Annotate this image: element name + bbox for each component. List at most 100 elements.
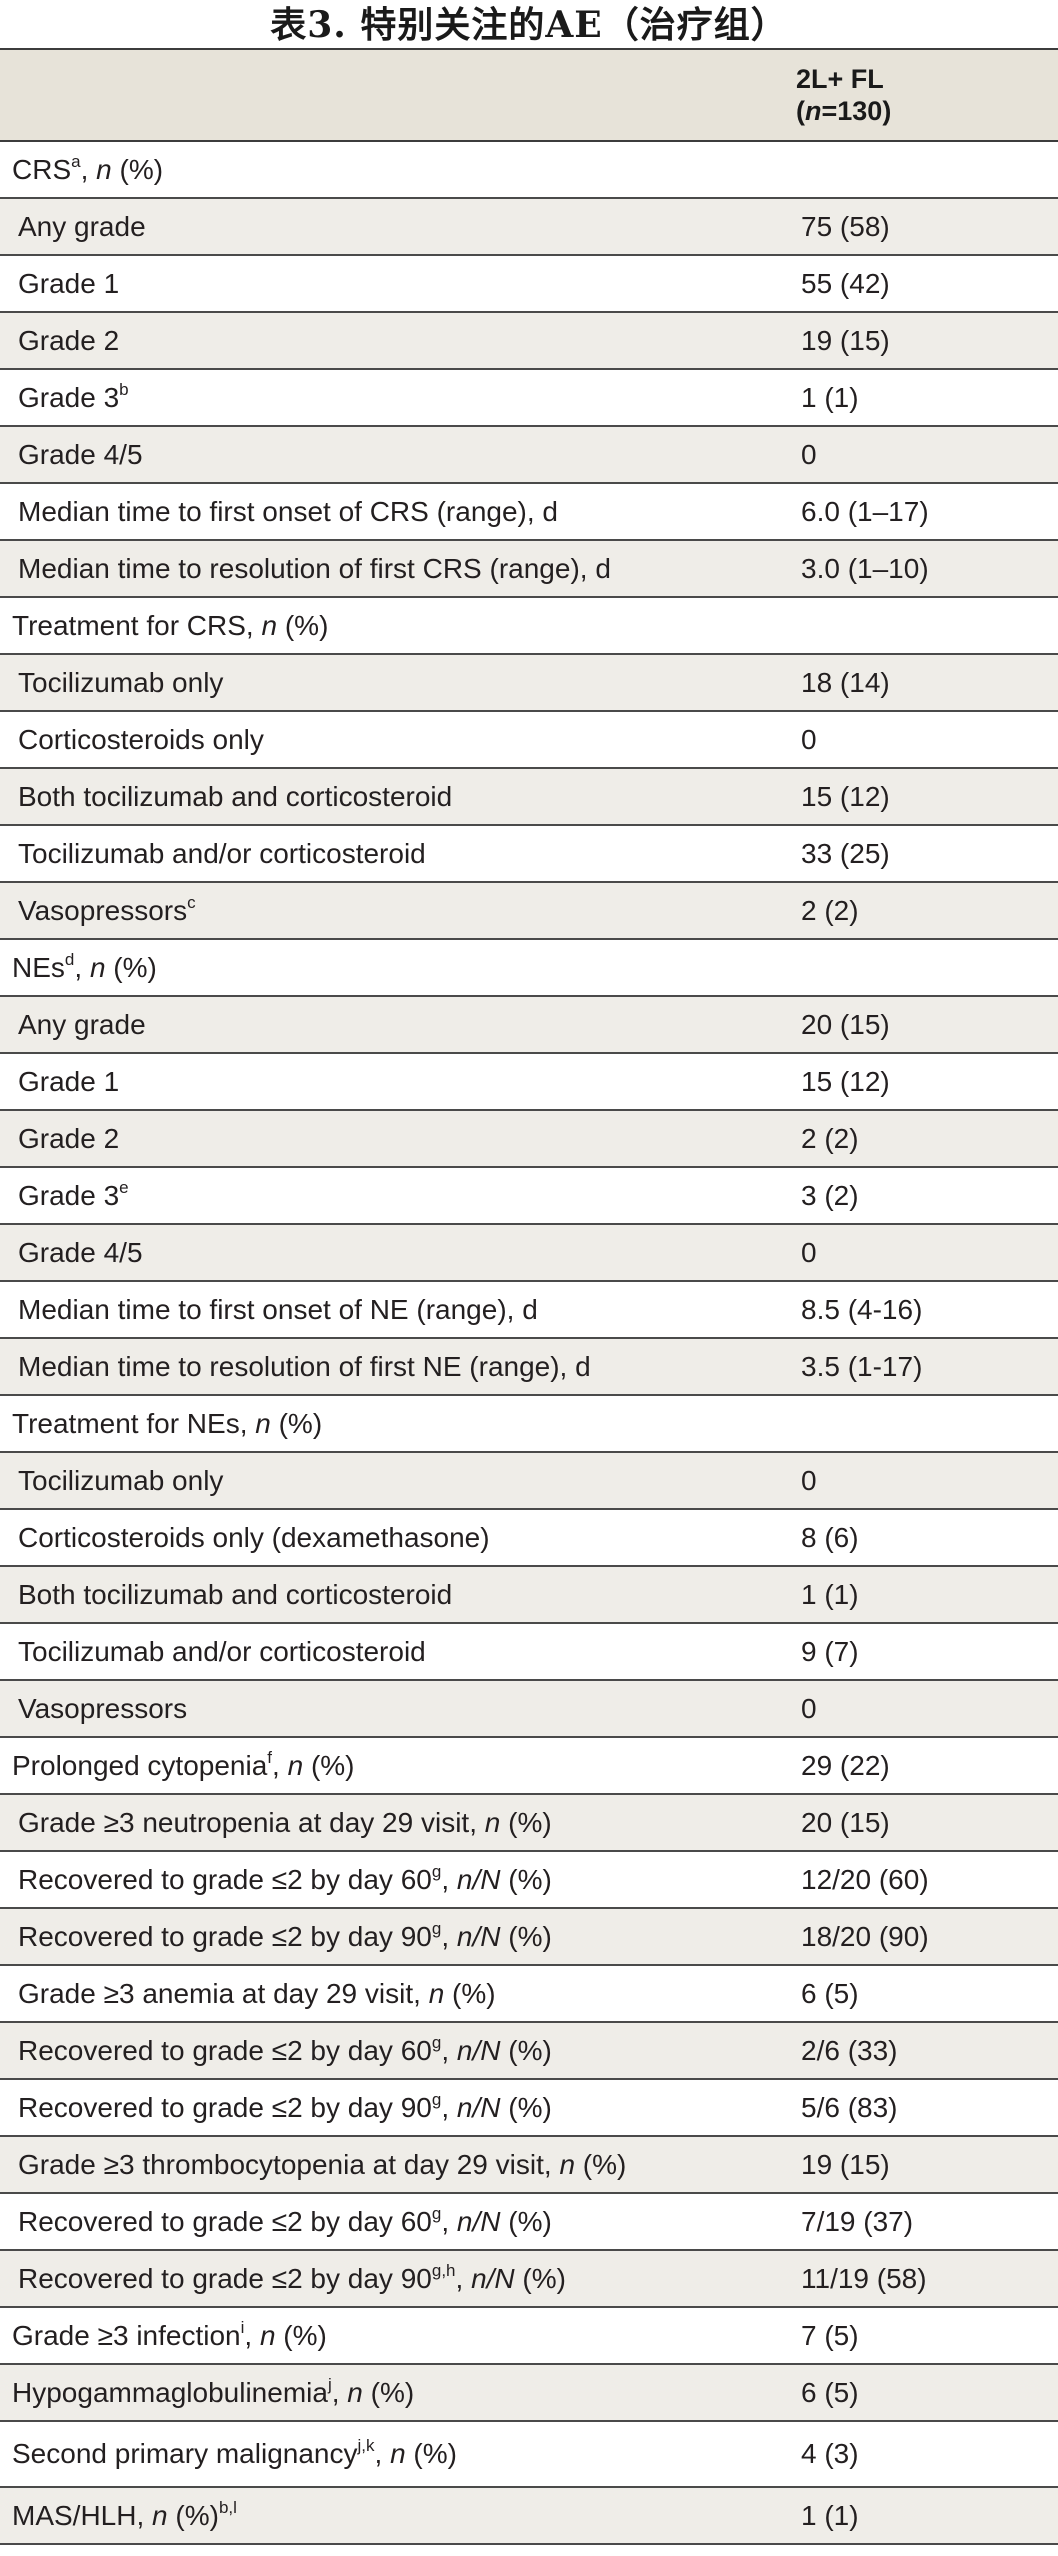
label-text: , [455,2263,472,2294]
row-label: Grade ≥3 neutropenia at day 29 visit, n … [18,1795,552,1850]
table-row: Grade 1 15 (12) [0,1054,1058,1111]
label-text: , [80,154,97,185]
label-text: (%) [405,2438,457,2469]
footnote-marker: g [431,1918,442,1938]
label-text: , [441,2092,457,2123]
label-text: Grade ≥3 anemia at day 29 visit, [18,1978,429,2009]
row-label: Grade 1 [18,256,119,311]
footnote-marker: j,k [357,2435,375,2455]
row-value: 15 (12) [801,781,890,812]
table-row: Tocilizumab only 0 [0,1453,1058,1510]
row-value: 8 (6) [801,1522,859,1553]
label-text: Tocilizumab and/or corticosteroid [18,838,426,869]
row-label: Tocilizumab and/or corticosteroid [18,826,426,881]
row-label: Grade 1 [18,1054,119,1109]
row-value: 6 (5) [801,1978,859,2009]
row-label: Hypogammaglobulinemiaj, n (%) [12,2365,414,2420]
row-label: Tocilizumab and/or corticosteroid [18,1624,426,1679]
footnote-marker: g [431,2089,442,2109]
label-text: (%) [500,1807,552,1838]
label-text: Treatment for NEs, [12,1408,256,1439]
label-italic-var: n/N [471,2263,515,2294]
row-label: Recovered to grade ≤2 by day 90g, n/N (%… [18,2080,552,2135]
row-label: Corticosteroids only (dexamethasone) [18,1510,490,1565]
label-italic-var: n/N [456,2206,501,2237]
label-text: Recovered to grade ≤2 by day 90 [18,2263,432,2294]
row-value: 20 (15) [801,1009,890,1040]
label-text: (%) [500,2092,552,2123]
table-row: Recovered to grade ≤2 by day 60g, n/N (%… [0,2194,1058,2251]
row-label: Vasopressors [18,1681,187,1736]
footnote-marker: c [187,892,196,912]
table-row: Recovered to grade ≤2 by day 90g, n/N (%… [0,1909,1058,1966]
row-value: 2/6 (33) [801,2035,898,2066]
label-text: Prolonged cytopenia [12,1750,268,1781]
label-italic-var: n/N [456,2092,501,2123]
table-row: Grade 1 55 (42) [0,256,1058,313]
label-text: Tocilizumab and/or corticosteroid [18,1636,426,1667]
row-label: Both tocilizumab and corticosteroid [18,769,452,824]
label-text: , [441,2206,457,2237]
label-text: , [331,2377,348,2408]
label-text: Grade ≥3 thrombocytopenia at day 29 visi… [18,2149,560,2180]
label-text: (%) [500,2035,552,2066]
label-text: Grade 2 [18,1123,120,1154]
row-label: Grade ≥3 anemia at day 29 visit, n (%) [18,1966,496,2021]
label-italic-var: n [428,1978,445,2009]
label-text: , [244,2320,260,2351]
label-text: Median time to resolution of first CRS (… [18,553,611,584]
table-row: Grade 2 2 (2) [0,1111,1058,1168]
label-text: Median time to first onset of CRS (range… [18,496,558,527]
label-text: , [374,2438,391,2469]
row-label: Median time to resolution of first NE (r… [18,1339,591,1394]
row-value: 6.0 (1–17) [801,496,929,527]
table-section-row: MAS/HLH, n (%)b,l 1 (1) [0,2488,1058,2545]
row-label: Any grade [18,997,146,1052]
label-text: Vasopressors [18,1693,188,1724]
label-text: Tocilizumab only [18,1465,224,1496]
table-row: Both tocilizumab and corticosteroid 1 (1) [0,1567,1058,1624]
label-text: Recovered to grade ≤2 by day 60 [18,2206,432,2237]
label-italic-var: n [255,1408,271,1439]
row-value: 0 [801,1465,817,1496]
label-italic-var: n/N [456,1921,501,1952]
label-text: , [441,1864,457,1895]
label-text: (%) [105,952,157,983]
label-italic-var: n [261,610,278,641]
label-italic-var: n/N [456,2035,501,2066]
row-label: Grade 3b [18,370,129,425]
table-section-row: Treatment for CRS, n (%) [0,598,1058,655]
label-text: Tocilizumab only [18,667,224,698]
table-section-row: CRSa, n (%) [0,142,1058,199]
row-label: Both tocilizumab and corticosteroid [18,1567,452,1622]
row-value: 1 (1) [801,1579,859,1610]
row-label: Grade 2 [18,1111,119,1166]
table-row: Recovered to grade ≤2 by day 90g,h, n/N … [0,2251,1058,2308]
label-text: (%) [514,2263,566,2294]
table-section-row: Hypogammaglobulinemiaj, n (%) 6 (5) [0,2365,1058,2422]
footnote-marker: a [71,151,81,171]
column-header-n: (n=130) [796,96,892,126]
row-value: 5/6 (83) [801,2092,898,2123]
table-section-row: Treatment for NEs, n (%) [0,1396,1058,1453]
table-row: Any grade 75 (58) [0,199,1058,256]
label-text: NEs [12,952,65,983]
label-text: (%) [500,1864,552,1895]
label-italic-var: n [287,1750,304,1781]
label-italic-var: n [259,2320,276,2351]
row-value: 18 (14) [801,667,890,698]
row-value: 2 (2) [801,895,859,926]
table-row: Median time to resolution of first CRS (… [0,541,1058,598]
row-label: Grade 3e [18,1168,129,1223]
row-value: 19 (15) [801,325,890,356]
row-value: 29 (22) [801,1750,890,1781]
footnote-marker: b [119,379,129,399]
table-row: Tocilizumab only 18 (14) [0,655,1058,712]
row-label: Vasopressorsc [18,883,196,938]
label-text: , [441,2035,457,2066]
row-label: Recovered to grade ≤2 by day 90g, n/N (%… [18,1909,552,1964]
row-value: 7 (5) [801,2320,859,2351]
table-section-row: Second primary malignancyj,k, n (%) 4 (3) [0,2422,1058,2488]
label-italic-var: n [152,2500,168,2531]
row-label: Median time to first onset of NE (range)… [18,1282,538,1337]
